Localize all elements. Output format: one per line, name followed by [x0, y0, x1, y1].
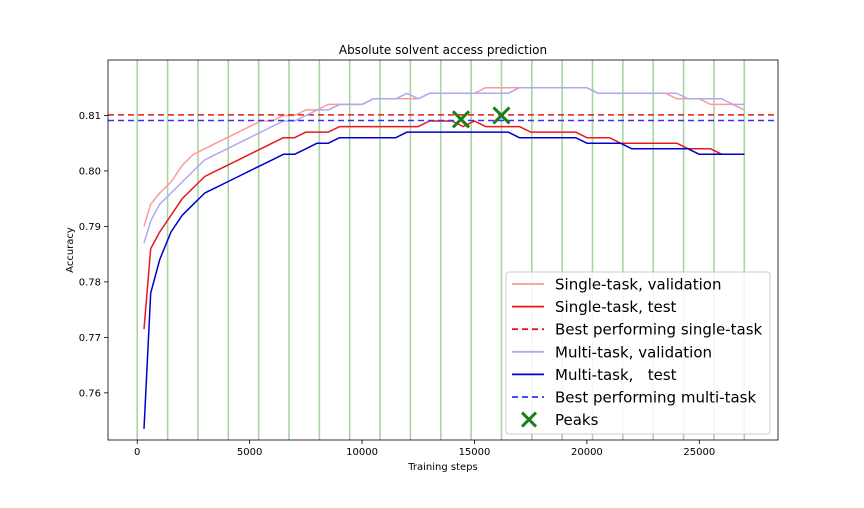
y-tick-label: 0.77 [79, 333, 101, 344]
x-axis: 0 5000 10000 15000 20000 25000 [134, 440, 715, 458]
series-line-multi-task-test [143, 131, 745, 429]
legend-item-best-performing-single-task: Best performing single-task [512, 321, 763, 339]
x-tick-label: 25000 [683, 447, 715, 458]
chart-title: Absolute solvent access prediction [339, 43, 547, 57]
peak-marker-0 [451, 110, 471, 129]
x-axis-label: Training steps [407, 462, 477, 473]
y-axis: 0.76 0.77 0.78 0.79 0.80 0.81 [79, 111, 108, 399]
y-tick-label: 0.78 [79, 277, 101, 288]
legend-item-multi-task-test: Multi-task, test [512, 366, 677, 384]
legend-label: Best performing single-task [555, 321, 763, 339]
legend-label: Single-task, test [555, 298, 677, 316]
x-tick-label: 5000 [237, 447, 262, 458]
legend-label: Peaks [555, 411, 599, 429]
x-tick-label: 20000 [571, 447, 603, 458]
y-tick-label: 0.80 [79, 166, 101, 177]
y-tick-label: 0.81 [79, 111, 101, 122]
peaks-layer [451, 106, 511, 129]
legend: Single-task, validation Single-task, test… [505, 271, 771, 435]
y-tick-label: 0.79 [79, 222, 101, 233]
legend-label: Single-task, validation [555, 276, 722, 294]
peak-marker-1 [492, 106, 511, 125]
x-tick-label: 15000 [459, 447, 491, 458]
legend-item-peaks: Peaks [520, 411, 599, 429]
plot-frame [107, 59, 779, 441]
x-tick-label: 10000 [346, 447, 378, 458]
legend-label: Multi-task, test [555, 366, 677, 384]
legend-label: Multi-task, validation [555, 343, 712, 361]
y-tick-label: 0.76 [79, 388, 101, 399]
legend-item-single-task-test: Single-task, test [512, 298, 677, 316]
legend-label: Best performing multi-task [555, 389, 756, 407]
legend-item-single-task-validation: Single-task, validation [512, 276, 722, 294]
legend-item-multi-task-validation: Multi-task, validation [512, 343, 712, 361]
y-axis-label: Accuracy [65, 227, 76, 273]
legend-box [505, 271, 771, 435]
series-line-multi-task-validation [143, 86, 745, 244]
legend-item-best-performing-multi-task: Best performing multi-task [512, 389, 756, 407]
x-tick-label: 0 [134, 447, 140, 458]
series-layer [108, 86, 778, 429]
